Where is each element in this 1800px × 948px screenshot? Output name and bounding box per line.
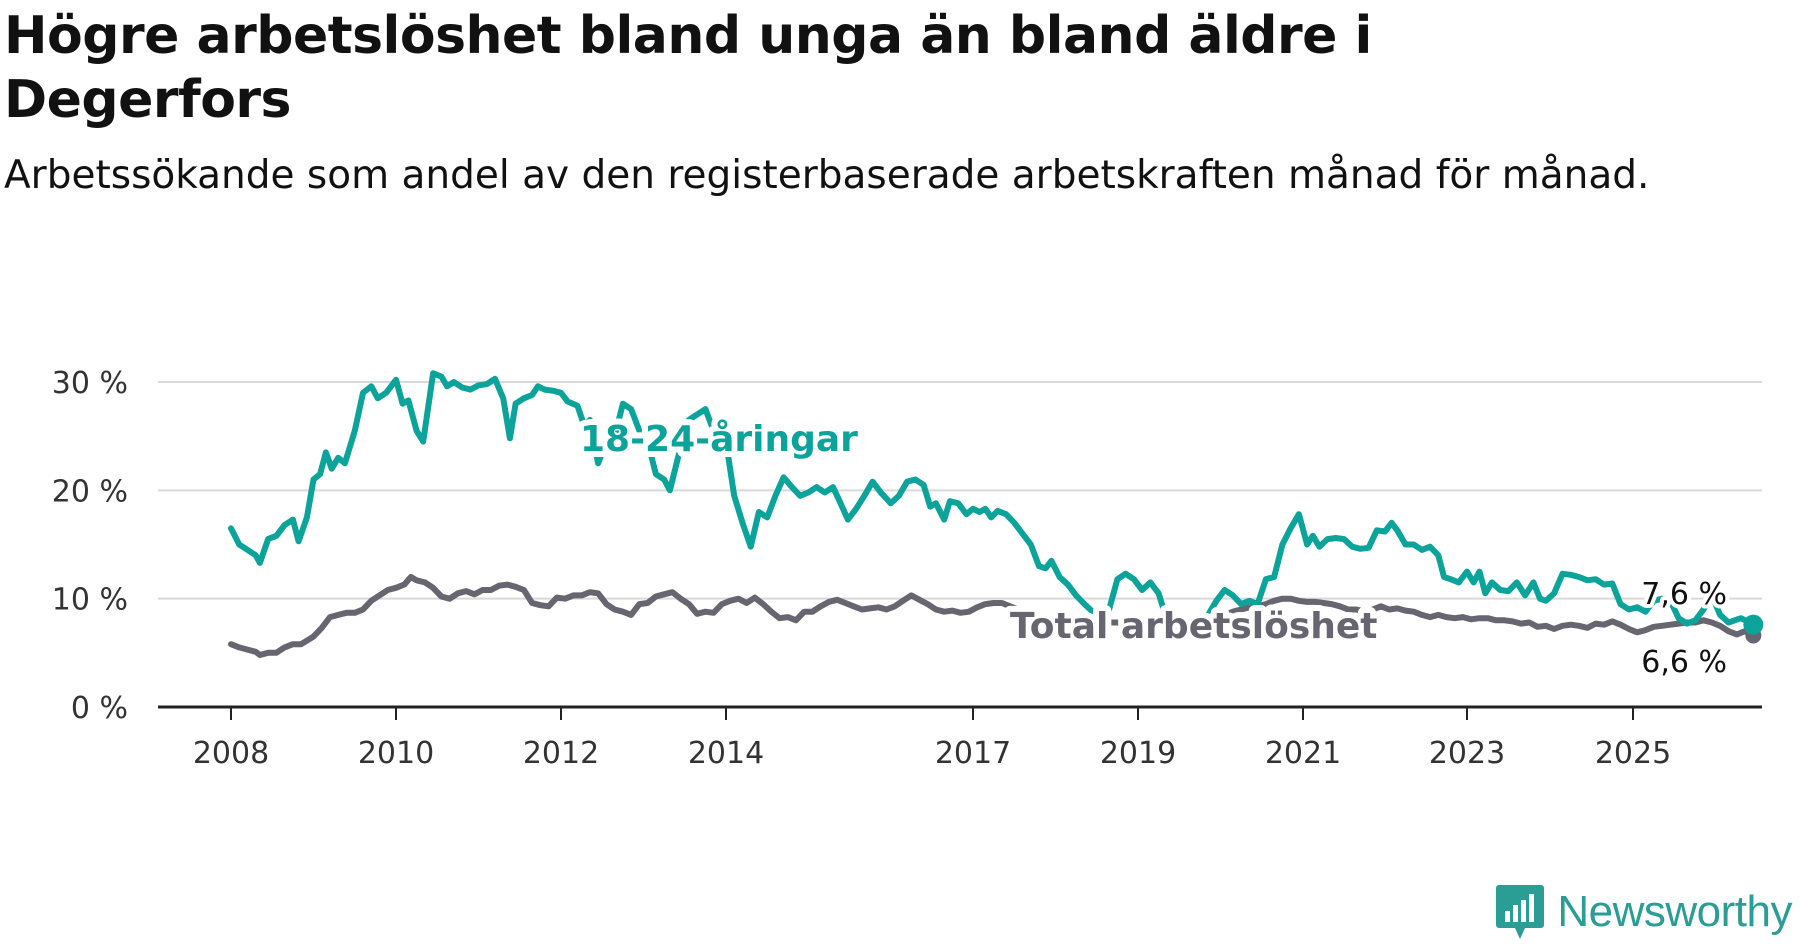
chart-subtitle: Arbetssökande som andel av den registerb… [4,153,1650,198]
youth-end-value-label: 7,6 % [1641,577,1727,612]
x-tick-label: 2012 [523,736,599,771]
x-tick-label: 2008 [193,736,269,771]
newsworthy-logo[interactable]: Newsworthy [1495,880,1792,944]
gridlines [158,381,1762,600]
youth-unemployment-line [228,370,1757,640]
total-series-label: Total arbetslöshet [1010,606,1378,647]
youth-series-label-halo: 18-24-åringar [580,419,858,460]
total-unemployment-line [228,574,1757,658]
newsworthy-logo-icon [1496,885,1545,939]
y-tick-label: 0 % [71,691,128,726]
newsworthy-logo-text: Newsworthy [1557,887,1792,936]
youth-series-label: 18-24-åringar [580,419,858,460]
y-tick-label: 30 % [52,366,128,401]
x-tick-label: 2010 [358,736,434,771]
y-tick-label: 20 % [52,474,128,509]
x-tick-label: 2019 [1100,736,1176,771]
x-tick-label: 2017 [935,736,1011,771]
youth-unemployment-end-dot [1743,614,1764,635]
x-tick-label: 2014 [688,736,764,771]
x-tick-label: 2023 [1429,736,1505,771]
x-tick-label: 2025 [1595,736,1671,771]
total-series-label-halo: Total arbetslöshet [1010,606,1378,647]
axes: 0 % 10 % 20 % 30 % 2008 2010 2012 2014 2017 2019 2… [52,366,1762,771]
x-tick-label: 2021 [1265,736,1341,771]
series-lines [228,370,1764,658]
y-tick-label: 10 % [52,583,128,618]
chart-title: Högre arbetslöshet bland unga än bland ä… [4,6,1372,130]
total-end-value-label: 6,6 % [1641,645,1727,680]
